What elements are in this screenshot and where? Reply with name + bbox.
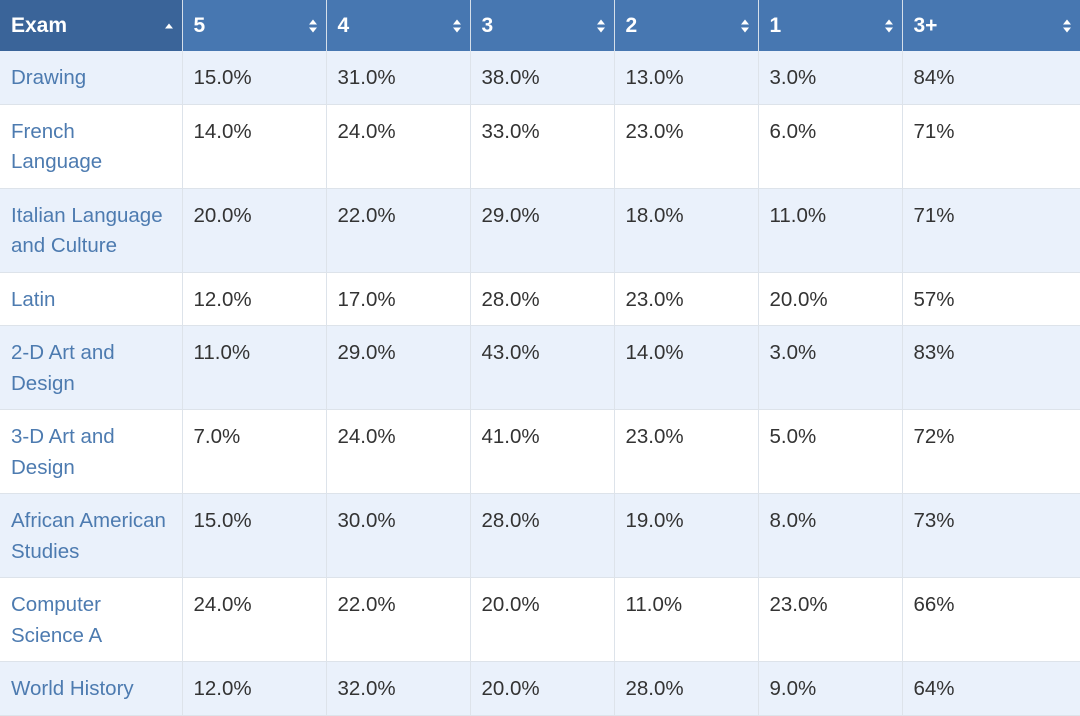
column-header-score-3[interactable]: 3 [470, 0, 615, 51]
score-2-cell: 18.0% [614, 188, 759, 273]
table-row: World History 12.0% 32.0% 20.0% 28.0% 9.… [0, 661, 1080, 716]
score-1-cell: 6.0% [758, 104, 903, 189]
score-5-cell: 15.0% [182, 493, 327, 578]
score-3-cell: 38.0% [470, 51, 615, 105]
column-header-label: 2 [625, 13, 638, 37]
column-header-score-2[interactable]: 2 [614, 0, 759, 51]
table-row: 3-D Art and Design 7.0% 24.0% 41.0% 23.0… [0, 409, 1080, 494]
sort-icon [884, 19, 893, 32]
exam-name-cell: Italian Language and Culture [0, 188, 183, 273]
column-header-score-4[interactable]: 4 [326, 0, 471, 51]
pass-rate-cell: 71% [902, 104, 1080, 189]
pass-rate-cell: 73% [902, 493, 1080, 578]
pass-rate-cell: 83% [902, 325, 1080, 410]
exam-name-cell: French Language [0, 104, 183, 189]
score-1-cell: 11.0% [758, 188, 903, 273]
score-1-cell: 8.0% [758, 493, 903, 578]
table-header: Exam 5 4 3 2 1 [0, 0, 1080, 51]
table-row: Drawing 15.0% 31.0% 38.0% 13.0% 3.0% 84% [0, 51, 1080, 105]
score-2-cell: 28.0% [614, 661, 759, 716]
sort-icon [308, 19, 317, 32]
exam-name-cell: 2-D Art and Design [0, 325, 183, 410]
table-row: Italian Language and Culture 20.0% 22.0%… [0, 188, 1080, 273]
score-4-cell: 30.0% [326, 493, 471, 578]
pass-rate-cell: 84% [902, 51, 1080, 105]
column-header-pass-rate[interactable]: 3+ [902, 0, 1080, 51]
column-header-score-5[interactable]: 5 [182, 0, 327, 51]
exam-name-cell: 3-D Art and Design [0, 409, 183, 494]
column-header-score-1[interactable]: 1 [758, 0, 903, 51]
score-1-cell: 3.0% [758, 51, 903, 105]
table-row: French Language 14.0% 24.0% 33.0% 23.0% … [0, 104, 1080, 189]
exam-name-cell: Computer Science A [0, 577, 183, 662]
column-header-label: 5 [193, 13, 206, 37]
score-5-cell: 12.0% [182, 272, 327, 326]
pass-rate-cell: 64% [902, 661, 1080, 716]
pass-rate-cell: 66% [902, 577, 1080, 662]
pass-rate-cell: 71% [902, 188, 1080, 273]
exam-name-cell: African American Studies [0, 493, 183, 578]
score-4-cell: 17.0% [326, 272, 471, 326]
score-3-cell: 20.0% [470, 661, 615, 716]
score-4-cell: 24.0% [326, 104, 471, 189]
exam-name-cell: Drawing [0, 51, 183, 105]
score-3-cell: 29.0% [470, 188, 615, 273]
score-4-cell: 22.0% [326, 188, 471, 273]
sort-ascending-icon [164, 19, 173, 32]
score-5-cell: 14.0% [182, 104, 327, 189]
score-5-cell: 7.0% [182, 409, 327, 494]
header-row: Exam 5 4 3 2 1 [0, 0, 1080, 51]
score-5-cell: 20.0% [182, 188, 327, 273]
score-4-cell: 32.0% [326, 661, 471, 716]
score-1-cell: 3.0% [758, 325, 903, 410]
score-2-cell: 13.0% [614, 51, 759, 105]
table-row: 2-D Art and Design 11.0% 29.0% 43.0% 14.… [0, 325, 1080, 410]
sort-icon [740, 19, 749, 32]
column-header-label: Exam [11, 13, 68, 37]
score-2-cell: 11.0% [614, 577, 759, 662]
score-3-cell: 41.0% [470, 409, 615, 494]
column-header-label: 3+ [913, 13, 938, 37]
column-header-label: 1 [769, 13, 782, 37]
score-5-cell: 11.0% [182, 325, 327, 410]
score-4-cell: 22.0% [326, 577, 471, 662]
score-3-cell: 43.0% [470, 325, 615, 410]
table-row: Computer Science A 24.0% 22.0% 20.0% 11.… [0, 577, 1080, 662]
score-5-cell: 24.0% [182, 577, 327, 662]
score-5-cell: 12.0% [182, 661, 327, 716]
score-2-cell: 23.0% [614, 409, 759, 494]
score-3-cell: 28.0% [470, 493, 615, 578]
score-4-cell: 24.0% [326, 409, 471, 494]
score-4-cell: 29.0% [326, 325, 471, 410]
score-2-cell: 19.0% [614, 493, 759, 578]
score-1-cell: 5.0% [758, 409, 903, 494]
score-2-cell: 23.0% [614, 272, 759, 326]
sort-icon [596, 19, 605, 32]
score-3-cell: 28.0% [470, 272, 615, 326]
score-1-cell: 23.0% [758, 577, 903, 662]
table-row: Latin 12.0% 17.0% 28.0% 23.0% 20.0% 57% [0, 272, 1080, 326]
table-body: Drawing 15.0% 31.0% 38.0% 13.0% 3.0% 84%… [0, 51, 1080, 716]
score-5-cell: 15.0% [182, 51, 327, 105]
column-header-exam[interactable]: Exam [0, 0, 183, 51]
exam-name-cell: Latin [0, 272, 183, 326]
table-row: African American Studies 15.0% 30.0% 28.… [0, 493, 1080, 578]
score-1-cell: 20.0% [758, 272, 903, 326]
score-3-cell: 33.0% [470, 104, 615, 189]
pass-rate-cell: 57% [902, 272, 1080, 326]
pass-rate-cell: 72% [902, 409, 1080, 494]
score-3-cell: 20.0% [470, 577, 615, 662]
score-2-cell: 23.0% [614, 104, 759, 189]
sort-icon [452, 19, 461, 32]
sort-icon [1063, 19, 1071, 32]
score-2-cell: 14.0% [614, 325, 759, 410]
score-4-cell: 31.0% [326, 51, 471, 105]
exam-name-cell: World History [0, 661, 183, 716]
column-header-label: 3 [481, 13, 494, 37]
column-header-label: 4 [337, 13, 350, 37]
score-1-cell: 9.0% [758, 661, 903, 716]
